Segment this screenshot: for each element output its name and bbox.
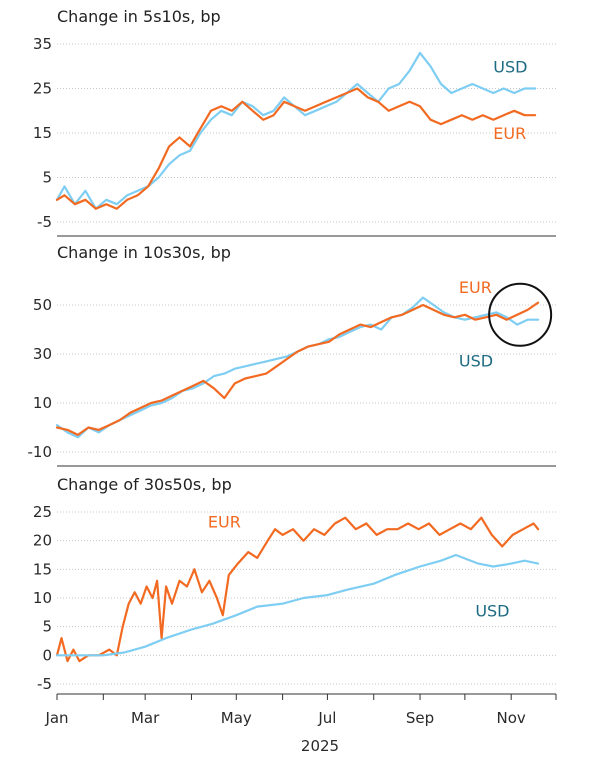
y-tick-label: 10 [33,394,52,412]
series-line-eur [55,516,540,663]
y-tick-label: 15 [33,124,52,142]
y-tick-label: 35 [33,35,52,53]
chart-panel-1: Change in 5s10s, bp 35 25 15 5 -5 USD EUR [33,7,556,237]
y-tick-label: 20 [33,532,52,550]
x-tick-label: Nov [497,709,526,727]
y-tick-label: 0 [42,646,52,664]
y-tick-label: -5 [37,213,52,231]
y-tick-label: -10 [28,443,53,461]
series-line-eur [55,301,540,436]
y-tick-label: 5 [42,169,52,187]
series-label-usd: USD [475,601,509,620]
series-line-usd [55,553,540,657]
chart-panel-2: Change in 10s30s, bp 50 30 10 -10 EUR USD [28,243,556,467]
series-label-usd: USD [459,351,493,370]
chart-title: Change in 5s10s, bp [57,7,221,26]
y-tick-label: 10 [33,589,52,607]
y-tick-label: 30 [33,345,52,363]
y-tick-label: 25 [33,503,52,521]
chart-title: Change in 10s30s, bp [57,243,231,262]
y-tick-label: -5 [37,675,52,693]
series-label-usd: USD [493,57,527,76]
chart-title: Change of 30s50s, bp [57,475,232,494]
x-tick-label: Jul [317,709,336,727]
series-line-eur [55,87,537,210]
x-tick-label: Sep [406,709,434,727]
y-tick-label: 5 [42,618,52,636]
series-label-eur: EUR [493,124,526,143]
x-axis-label: 2025 [301,737,339,755]
x-tick-label: Jan [44,709,68,727]
y-tick-label: 50 [33,296,52,314]
highlight-circle [488,282,553,347]
y-tick-label: 25 [33,80,52,98]
series-line-usd [55,51,537,210]
series-label-eur: EUR [208,512,241,531]
y-tick-label: 15 [33,560,52,578]
x-tick-label: Mar [131,709,160,727]
series-label-eur: EUR [459,278,492,297]
x-tick-label: May [221,709,252,727]
chart-panel-3: Change of 30s50s, bp 25 20 15 10 5 0 -5 EUR USD Ja… [33,475,557,755]
